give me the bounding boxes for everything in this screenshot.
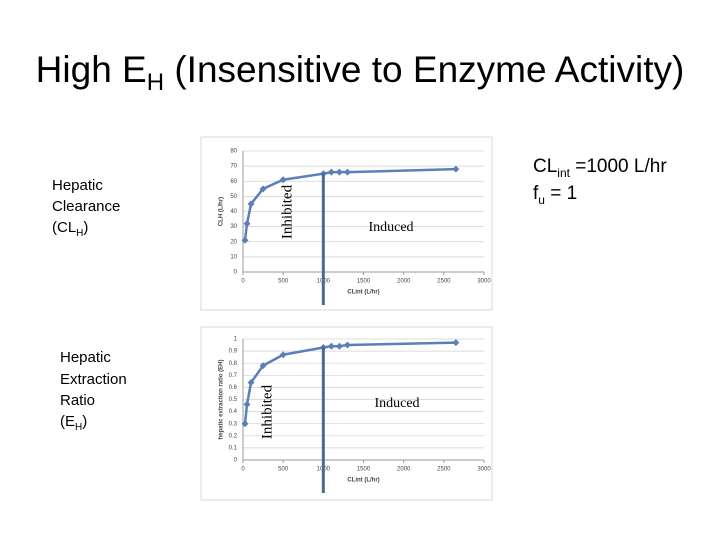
note: CLint =1000 L/hr fu = 1 xyxy=(533,156,667,207)
y-tick-label: 80 xyxy=(230,149,237,155)
note-subscript: u xyxy=(538,193,545,207)
slide-title: High EH (Insensitive to Enzyme Activity) xyxy=(36,49,685,96)
annotation-induced: Induced xyxy=(374,396,419,411)
annotation-inhibited: Inhibited xyxy=(279,184,295,239)
label-line: Extraction xyxy=(60,371,127,388)
data-point xyxy=(452,339,460,347)
label-subscript: H xyxy=(75,422,82,433)
y-tick-label: 1 xyxy=(234,337,238,343)
label-part: ) xyxy=(82,413,87,430)
note-subscript: int xyxy=(557,166,570,180)
x-tick-label: 2000 xyxy=(397,467,411,473)
x-tick-label: 3000 xyxy=(477,467,491,473)
note-part: = 1 xyxy=(545,183,577,204)
data-point xyxy=(247,379,255,387)
y-tick-label: 20 xyxy=(230,239,237,245)
y-tick-label: 0.5 xyxy=(229,397,238,403)
note-line: CLint =1000 L/hr xyxy=(533,156,667,180)
annotation-induced: Induced xyxy=(368,220,413,235)
y-tick-label: 60 xyxy=(230,179,237,185)
annotation-inhibited: Inhibited xyxy=(259,384,275,439)
data-point xyxy=(241,420,249,428)
x-axis-title: CLint (L/hr) xyxy=(347,290,379,296)
x-tick-label: 500 xyxy=(278,467,289,473)
y-tick-label: 0.1 xyxy=(229,445,238,451)
x-tick-label: 2500 xyxy=(437,279,451,285)
title-part: (Insensitive to Enzyme Activity) xyxy=(164,49,684,90)
label-part: (E xyxy=(60,413,75,430)
x-axis-title: CLint (L/hr) xyxy=(347,478,379,484)
y-axis-title: hepatic extraction ratio (EH) xyxy=(219,359,225,439)
chart: 00.10.20.30.40.50.60.70.80.9105001000150… xyxy=(200,326,493,501)
x-tick-label: 2500 xyxy=(437,467,451,473)
data-point xyxy=(279,176,287,184)
data-point xyxy=(327,342,335,350)
extraction-label: Hepatic Extraction Ratio (EH) xyxy=(60,349,127,433)
series-line xyxy=(243,341,456,424)
y-tick-label: 30 xyxy=(230,224,237,230)
y-tick-label: 40 xyxy=(230,209,237,215)
data-point xyxy=(241,236,249,244)
y-tick-label: 0.7 xyxy=(229,373,238,379)
data-point xyxy=(452,165,460,173)
data-point xyxy=(247,200,255,208)
x-tick-label: 500 xyxy=(278,279,289,285)
data-point xyxy=(243,400,251,408)
x-tick-label: 0 xyxy=(241,279,245,285)
note-line: fu = 1 xyxy=(533,183,577,207)
chart-frame xyxy=(200,326,493,501)
y-tick-label: 10 xyxy=(230,254,237,260)
note-part: f xyxy=(533,183,539,204)
data-point xyxy=(259,362,267,370)
x-tick-label: 0 xyxy=(241,467,245,473)
data-point xyxy=(343,168,351,176)
clearance-label: Hepatic Clearance (CLH) xyxy=(52,177,120,239)
data-point xyxy=(327,168,335,176)
series-line xyxy=(243,167,456,241)
y-tick-label: 0.6 xyxy=(229,385,238,391)
y-tick-label: 0.3 xyxy=(229,421,238,427)
data-point xyxy=(343,341,351,349)
y-axis-title: CLH (L/hr) xyxy=(219,197,225,226)
x-tick-label: 3000 xyxy=(477,279,491,285)
label-line: (CLH) xyxy=(52,219,88,239)
data-point xyxy=(279,351,287,359)
note-part: CL xyxy=(533,156,557,177)
y-tick-label: 70 xyxy=(230,164,237,170)
title-subscript: H xyxy=(147,69,164,96)
y-tick-label: 0 xyxy=(234,270,238,276)
label-subscript: H xyxy=(76,228,83,239)
x-tick-label: 2000 xyxy=(397,279,411,285)
label-line: Ratio xyxy=(60,392,95,409)
label-part: (CL xyxy=(52,219,76,236)
note-part: =1000 L/hr xyxy=(570,156,667,177)
data-point xyxy=(335,342,343,350)
y-tick-label: 0.9 xyxy=(229,349,238,355)
y-tick-label: 0 xyxy=(234,458,238,464)
label-line: Clearance xyxy=(52,198,120,215)
title-part: High E xyxy=(36,49,147,90)
y-tick-label: 50 xyxy=(230,194,237,200)
label-line: Hepatic xyxy=(60,349,111,366)
data-point xyxy=(259,185,267,193)
data-point xyxy=(335,168,343,176)
y-tick-label: 0.2 xyxy=(229,433,238,439)
label-part: ) xyxy=(83,219,88,236)
x-tick-label: 1500 xyxy=(357,467,371,473)
label-line: (EH) xyxy=(60,413,87,433)
label-line: Hepatic xyxy=(52,177,103,194)
y-tick-label: 0.8 xyxy=(229,361,238,367)
x-tick-label: 1500 xyxy=(357,279,371,285)
chart: 0102030405060708005001000150020002500300… xyxy=(200,136,493,311)
data-point xyxy=(243,220,251,228)
y-tick-label: 0.4 xyxy=(229,409,238,415)
